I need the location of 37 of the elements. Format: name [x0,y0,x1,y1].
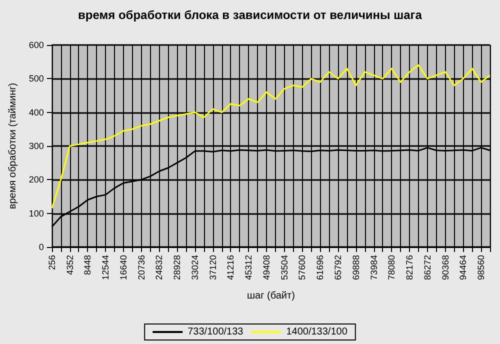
y-tick-label: 0 [38,242,44,252]
x-tick-label: 24832 [154,255,164,280]
x-tick-label: 33024 [190,255,200,280]
x-tick-label: 28928 [172,255,182,280]
chart-title: время обработки блока в зависимости от величины шага [78,8,422,22]
x-tick-label: 82176 [404,255,415,280]
x-tick-label: 94464 [458,255,468,280]
x-tick-label: 65792 [333,255,344,280]
legend-label: 1400/133/100 [286,326,348,338]
x-tick-label: 41216 [226,255,236,280]
x-tick-label: 49408 [261,255,272,280]
x-tick-label: 4352 [64,255,75,276]
x-tick-label: 20736 [136,255,146,280]
x-tick-label: 61696 [315,255,326,280]
y-axis-title: время обработки (тайминг) [8,82,18,210]
x-tick-label: 256 [46,255,57,270]
x-tick-label: 90368 [440,255,450,280]
x-tick-label: 73984 [368,255,379,280]
y-tick-label: 500 [28,74,44,84]
y-tick-label: 200 [28,174,44,185]
x-tick-label: 12544 [100,255,111,280]
x-tick-label: 37120 [208,255,218,280]
y-tick-label: 400 [28,107,44,118]
y-tick-label: 300 [28,141,44,151]
y-tick-label: 600 [28,40,44,50]
y-tick-label: 100 [28,208,44,218]
x-tick-label: 98560 [476,255,486,280]
x-axis-title: шаг (байт) [247,290,295,302]
x-tick-label: 69888 [350,255,361,280]
x-tick-label: 53504 [279,255,290,280]
x-tick-label: 57600 [297,255,308,280]
x-tick-label: 78080 [386,255,397,280]
x-tick-label: 45312 [244,255,254,280]
x-tick-label: 8448 [82,255,93,276]
x-tick-label: 86272 [422,255,432,280]
x-tick-label: 16640 [118,255,128,280]
legend-label: 733/100/133 [188,326,244,338]
